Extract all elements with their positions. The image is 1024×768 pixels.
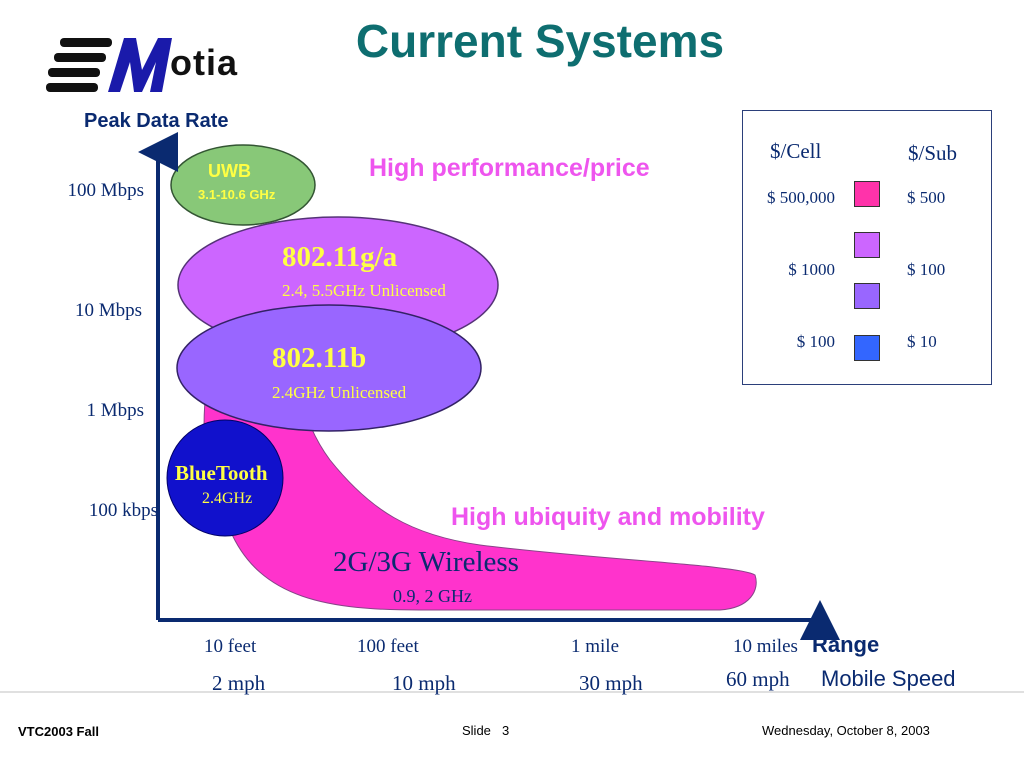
footer-date: Wednesday, October 8, 2003 bbox=[762, 723, 930, 738]
legend-cell-value: $ 100 bbox=[796, 332, 835, 351]
note-top: High performance/price bbox=[369, 154, 650, 182]
y-tick: 1 Mbps bbox=[86, 400, 144, 421]
speed-axis-title: Mobile Speed bbox=[821, 666, 956, 691]
speed-tick: 60 mph bbox=[726, 667, 790, 691]
y-tick: 100 Mbps bbox=[67, 180, 144, 201]
footer-slide-label: Slide bbox=[462, 723, 491, 738]
logo-stripes-icon bbox=[46, 38, 172, 92]
cellular-band: 0.9, 2 GHz bbox=[393, 586, 472, 606]
legend-sub-value: $ 10 bbox=[907, 332, 937, 351]
uwb-name: UWB bbox=[208, 161, 251, 181]
legend-header-cell: $/Cell bbox=[770, 139, 822, 163]
slide-title: Current Systems bbox=[355, 15, 725, 67]
bluetooth-band: 2.4GHz bbox=[202, 490, 253, 507]
legend-swatch bbox=[854, 335, 880, 361]
y-axis-title: Peak Data Rate bbox=[84, 110, 229, 132]
legend-swatch bbox=[854, 181, 880, 207]
x-tick: 10 miles bbox=[733, 636, 798, 657]
wifi-ga-band: 2.4, 5.5GHz Unlicensed bbox=[282, 281, 446, 300]
legend-swatch bbox=[854, 283, 880, 309]
logo: otia bbox=[46, 34, 246, 96]
legend-header-sub: $/Sub bbox=[908, 141, 958, 165]
legend-cell-value: $ 500,000 bbox=[767, 188, 835, 207]
speed-tick: 2 mph bbox=[212, 671, 266, 695]
wifi-b-region bbox=[176, 304, 482, 432]
x-tick: 1 mile bbox=[571, 636, 620, 657]
x-tick: 10 feet bbox=[204, 636, 257, 657]
y-tick: 100 kbps bbox=[88, 500, 158, 521]
x-axis-title: Range bbox=[812, 632, 880, 657]
footer-slide-number: 3 bbox=[502, 723, 510, 738]
uwb-region bbox=[170, 144, 316, 226]
uwb-band: 3.1-10.6 GHz bbox=[198, 187, 276, 202]
legend-sub-value: $ 500 bbox=[907, 188, 946, 207]
bluetooth-region bbox=[166, 419, 284, 537]
legend-swatch bbox=[854, 232, 880, 258]
speed-tick: 10 mph bbox=[392, 671, 456, 695]
wifi-b-name: 802.11b bbox=[272, 342, 367, 374]
wifi-b-band: 2.4GHz Unlicensed bbox=[272, 383, 407, 402]
speed-tick: 30 mph bbox=[579, 671, 643, 695]
y-tick: 10 Mbps bbox=[74, 300, 142, 321]
x-tick: 100 feet bbox=[357, 636, 419, 657]
note-bottom: High ubiquity and mobility bbox=[451, 503, 765, 531]
footer-conference: VTC2003 Fall bbox=[18, 724, 99, 739]
logo-text: otia bbox=[170, 42, 239, 83]
legend-cell-value: $ 1000 bbox=[788, 260, 835, 279]
cost-legend: $/Cell $/Sub $ 500,000 $ 500 $ 1000 $ 10… bbox=[742, 110, 992, 385]
wifi-ga-name: 802.11g/a bbox=[282, 241, 398, 273]
legend-sub-value: $ 100 bbox=[907, 260, 946, 279]
cellular-name: 2G/3G Wireless bbox=[333, 546, 519, 578]
bluetooth-name: BlueTooth bbox=[175, 461, 268, 485]
